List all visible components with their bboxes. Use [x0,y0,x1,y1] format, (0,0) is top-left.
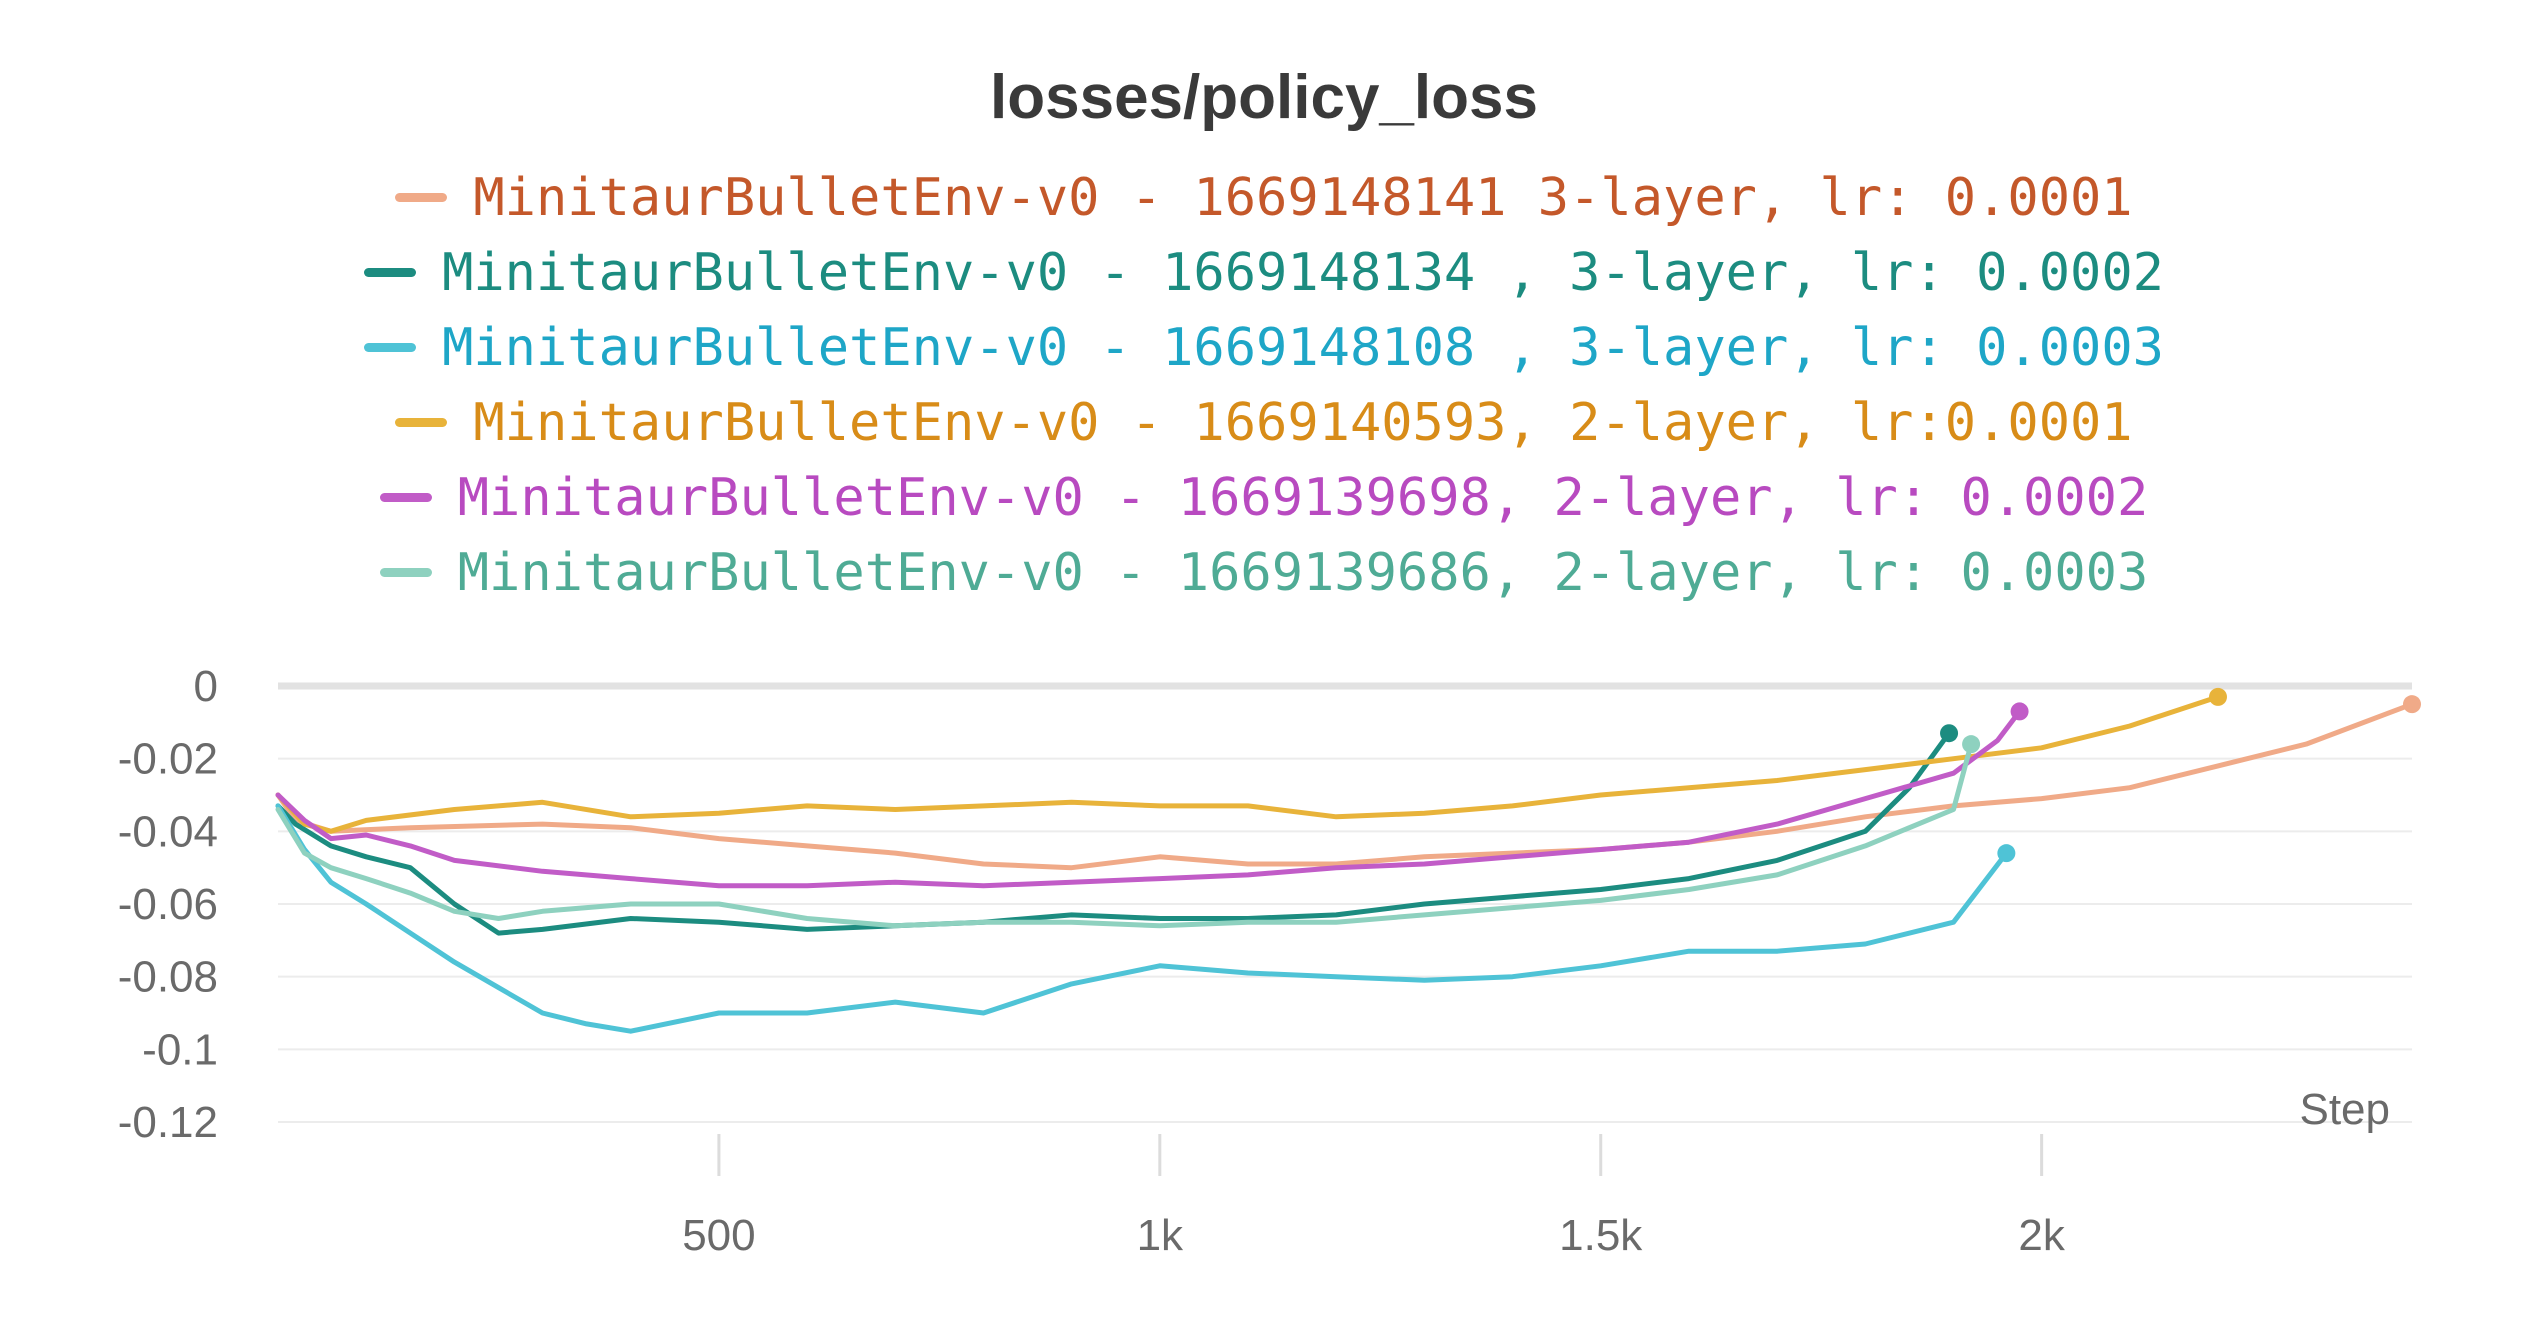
x-tick-label: 2k [2018,1211,2065,1260]
legend-swatch [364,268,417,277]
legend-entry[interactable]: MinitaurBulletEnv-v0 - 1669148141 3-laye… [0,160,2528,235]
legend-label: MinitaurBulletEnv-v0 - 1669139698, 2-lay… [457,467,2149,528]
chart-legend: MinitaurBulletEnv-v0 - 1669148141 3-laye… [0,160,2528,610]
x-axis-label: Step [2299,1085,2390,1134]
legend-label: MinitaurBulletEnv-v0 - 1669140593, 2-lay… [473,392,2133,453]
series-line [275,741,1974,929]
y-tick-label: -0.08 [118,953,218,1002]
legend-label: MinitaurBulletEnv-v0 - 1669148134 , 3-la… [442,242,2164,303]
y-tick-label: -0.06 [118,880,218,929]
legend-entry[interactable]: MinitaurBulletEnv-v0 - 1669139698, 2-lay… [0,460,2528,535]
y-tick-label: 0 [194,662,218,711]
x-tick-label: 1.5k [1559,1211,1643,1260]
legend-entry[interactable]: MinitaurBulletEnv-v0 - 1669148134 , 3-la… [0,235,2528,310]
legend-label: MinitaurBulletEnv-v0 - 1669148108 , 3-la… [442,317,2164,378]
x-tick-label: 500 [682,1211,755,1260]
series-line [275,701,2415,871]
chart-title: losses/policy_loss [990,63,1538,132]
legend-label: MinitaurBulletEnv-v0 - 1669139686, 2-lay… [457,542,2149,603]
legend-entry[interactable]: MinitaurBulletEnv-v0 - 1669148108 , 3-la… [0,310,2528,385]
series-line [275,694,2221,834]
legend-swatch [379,568,432,577]
series-end-point [1962,735,1981,754]
grid [278,682,2412,1123]
series-line [275,803,2009,1034]
y-tick-label: -0.04 [118,807,218,856]
x-axis: 500 1k 1.5k 2k [682,1134,2066,1260]
legend-swatch [395,193,448,202]
legend-label: MinitaurBulletEnv-v0 - 1669148141 3-laye… [473,167,2133,228]
series-line [275,708,2023,889]
series-end-point [1940,724,1959,743]
legend-entry[interactable]: MinitaurBulletEnv-v0 - 1669139686, 2-lay… [0,535,2528,610]
series-end-point [2403,695,2421,714]
y-tick-label: -0.02 [118,735,218,784]
series-lines [275,687,2421,1034]
y-tick-label: -0.1 [142,1025,218,1074]
legend-swatch [364,343,417,352]
series-end-point [1997,844,2016,863]
series-end-point [2010,702,2029,721]
x-tick-label: 1k [1137,1211,1184,1260]
y-axis: 0 -0.02 -0.04 -0.06 -0.08 -0.1 -0.12 [118,662,218,1147]
series-end-point [2209,687,2227,706]
legend-swatch [379,493,432,502]
legend-swatch [395,418,448,427]
y-tick-label: -0.12 [118,1098,218,1147]
legend-entry[interactable]: MinitaurBulletEnv-v0 - 1669140593, 2-lay… [0,385,2528,460]
